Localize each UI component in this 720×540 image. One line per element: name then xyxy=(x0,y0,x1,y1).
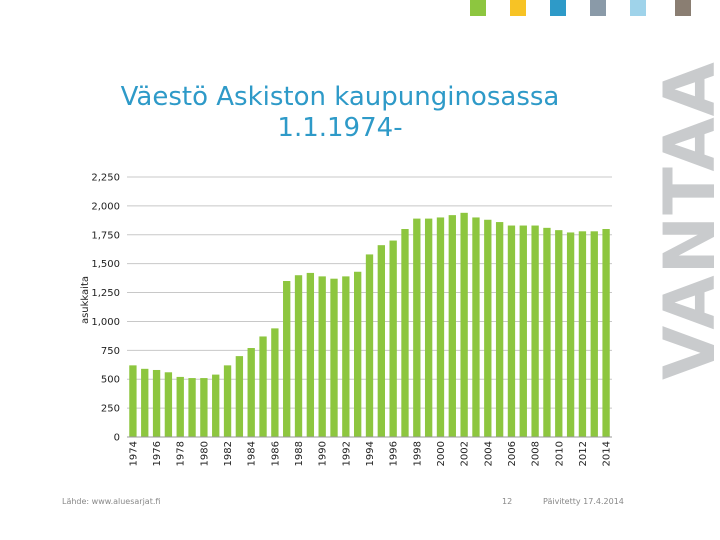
bar-1974 xyxy=(129,365,137,437)
x-tick-label: 2014 xyxy=(602,441,613,466)
updated-date: Päivitetty 17.4.2014 xyxy=(543,497,624,506)
x-tick-label: 1986 xyxy=(270,441,281,466)
bar-1981 xyxy=(212,374,220,437)
bar-1978 xyxy=(176,376,184,437)
x-tick-label: 1994 xyxy=(365,441,376,466)
bar-1988 xyxy=(294,275,303,437)
bar-1990 xyxy=(318,276,326,437)
x-tick-label: 2000 xyxy=(436,441,447,466)
brand-swatch xyxy=(675,0,691,16)
bar-1986 xyxy=(271,328,279,437)
x-tick-label: 2008 xyxy=(531,441,542,466)
bar-2000 xyxy=(436,217,445,437)
bar-1994 xyxy=(365,254,374,437)
bar-1984 xyxy=(247,348,255,437)
x-tick-label: 2012 xyxy=(578,441,589,466)
page-number: 12 xyxy=(502,497,513,506)
x-tick-label: 1992 xyxy=(341,441,352,466)
bar-1992 xyxy=(342,276,350,437)
bar-2001 xyxy=(448,215,456,437)
bar-2004 xyxy=(484,219,492,437)
bar-1987 xyxy=(283,281,291,437)
x-tick-label: 2002 xyxy=(460,441,471,466)
bar-1997 xyxy=(401,229,409,437)
bar-1995 xyxy=(377,245,385,437)
page-title: Väestö Askiston kaupunginosassa 1.1.1974… xyxy=(90,82,590,144)
bar-2011 xyxy=(566,232,575,437)
x-tick-label: 1996 xyxy=(389,441,400,466)
y-tick-label: 500 xyxy=(101,375,120,386)
y-tick-label: 0 xyxy=(114,433,120,444)
bar-2003 xyxy=(472,217,480,437)
y-axis-label: asukkaita xyxy=(80,276,91,324)
title-line-1: Väestö Askiston kaupunginosassa xyxy=(120,82,560,112)
bar-2010 xyxy=(555,230,563,437)
vantaa-logo: VANTAA xyxy=(662,61,720,380)
x-tick-label: 1982 xyxy=(223,441,234,466)
bar-1980 xyxy=(200,378,208,437)
brand-swatch xyxy=(550,0,566,16)
x-tick-label: 1978 xyxy=(176,441,187,466)
x-tick-label: 2010 xyxy=(554,441,565,466)
bar-2013 xyxy=(590,231,598,437)
population-bar-chart: 0 250 500 750 1,000 1,250 1,500 1,750 2,000 2,250… xyxy=(80,173,613,467)
bar-1989 xyxy=(306,272,315,437)
brand-color-swatches xyxy=(470,0,720,16)
bar-1976 xyxy=(152,369,161,437)
x-tick-label: 1990 xyxy=(318,441,329,466)
y-tick-label: 2,000 xyxy=(91,201,120,212)
x-tick-label: 1976 xyxy=(152,441,163,466)
bar-2012 xyxy=(578,231,587,437)
y-tick-label: 2,250 xyxy=(91,173,120,184)
bar-1993 xyxy=(354,271,362,437)
y-tick-label: 750 xyxy=(101,346,120,357)
bar-2008 xyxy=(531,225,539,437)
x-tick-label: 1984 xyxy=(247,441,258,466)
y-tick-label: 1,000 xyxy=(91,317,120,328)
bar-2014 xyxy=(602,229,610,437)
vantaa-logo-text: VANTAA xyxy=(662,61,720,380)
bar-1983 xyxy=(235,356,244,437)
bar-1999 xyxy=(424,218,433,437)
bar-1996 xyxy=(389,240,397,437)
x-tick-label: 2006 xyxy=(507,441,518,466)
bar-1982 xyxy=(223,365,232,437)
brand-swatch xyxy=(470,0,486,16)
bar-2002 xyxy=(460,212,468,437)
bar-1977 xyxy=(164,372,173,437)
bar-2005 xyxy=(495,222,504,437)
y-tick-label: 250 xyxy=(101,404,120,415)
bar-2009 xyxy=(543,227,551,437)
brand-swatch xyxy=(630,0,646,16)
bar-2007 xyxy=(519,225,527,437)
x-tick-label: 1998 xyxy=(412,441,423,466)
source-note: Lähde: www.aluesarjat.fi xyxy=(62,497,161,506)
bar-1991 xyxy=(330,278,338,437)
bar-2006 xyxy=(507,225,516,437)
brand-swatch xyxy=(590,0,606,16)
brand-swatch xyxy=(510,0,526,16)
title-line-2: 1.1.1974- xyxy=(277,113,403,143)
x-tick-label: 1974 xyxy=(128,441,139,466)
y-tick-label: 1,750 xyxy=(91,230,120,241)
x-tick-label: 1988 xyxy=(294,441,305,466)
bar-1998 xyxy=(413,218,421,437)
x-tick-label: 1980 xyxy=(199,441,210,466)
bar-1979 xyxy=(188,378,196,437)
x-tick-label: 2004 xyxy=(483,441,494,466)
y-tick-label: 1,250 xyxy=(91,288,120,299)
bar-1985 xyxy=(259,336,267,437)
y-tick-label: 1,500 xyxy=(91,259,120,270)
bar-1975 xyxy=(141,368,149,437)
